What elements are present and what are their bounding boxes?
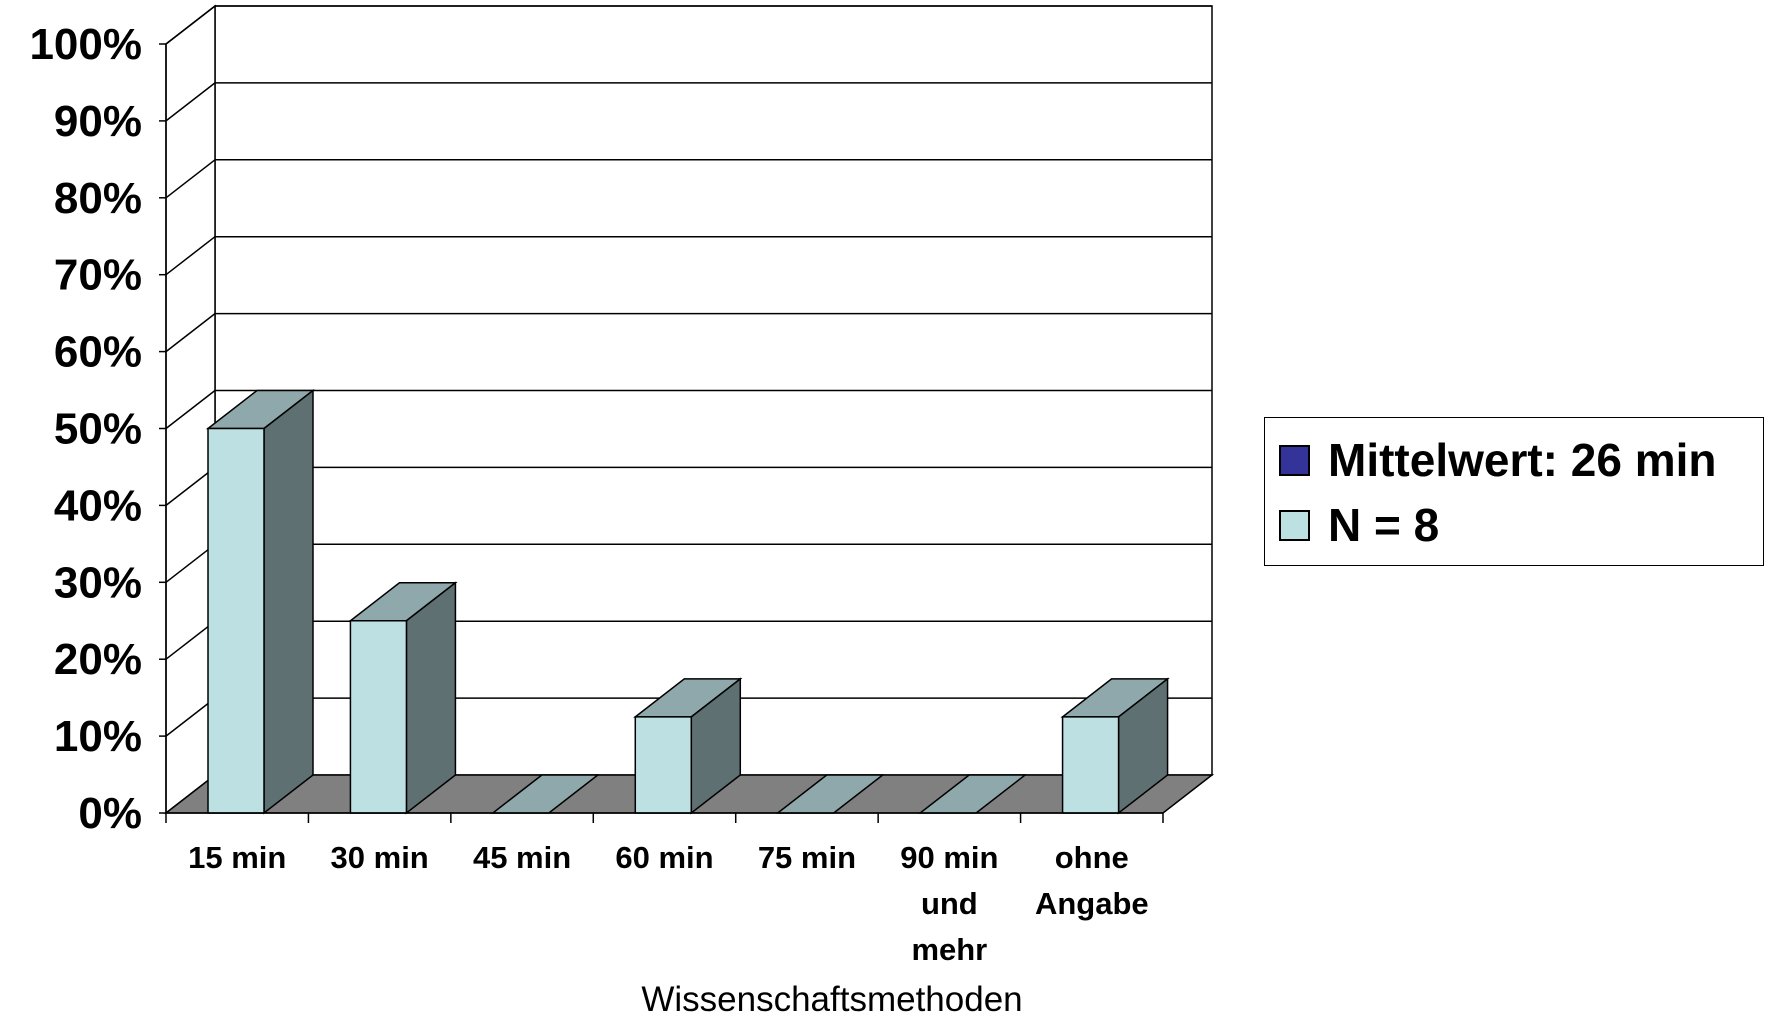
x-category-line: 15 min xyxy=(188,840,286,875)
y-tick-label: 80% xyxy=(54,174,142,223)
y-tick-label: 60% xyxy=(54,328,142,377)
gridline-side xyxy=(165,313,216,353)
y-tick-label: 100% xyxy=(29,20,142,69)
gridline-side xyxy=(165,82,216,122)
gridline-side xyxy=(165,236,216,276)
legend: Mittelwert: 26 min N = 8 xyxy=(1264,417,1764,566)
x-category-line: 60 min xyxy=(615,840,713,875)
bar-15-min xyxy=(205,388,316,815)
bar-front xyxy=(207,427,265,814)
gridline-side xyxy=(165,543,216,583)
x-category-labels: 15 min 30 min 45 min 60 min 75 min 90 min und m… xyxy=(188,840,1149,967)
y-tick-labels: 0% 10% 20% 30% 40% 50% 60% 70% 80% 90% 100% xyxy=(29,20,142,838)
x-category-label: 90 min und mehr xyxy=(900,840,998,967)
x-category-line: ohne xyxy=(1055,840,1129,875)
y-tick-label: 10% xyxy=(54,712,142,761)
bar-60-min xyxy=(633,677,743,815)
axes xyxy=(159,43,1164,823)
legend-swatch-n xyxy=(1279,509,1310,541)
y-tick-label: 0% xyxy=(78,789,142,838)
y-tick-label: 20% xyxy=(54,635,142,684)
x-category-line: mehr xyxy=(911,932,987,967)
x-category-line: 90 min xyxy=(900,840,998,875)
legend-label-n: N = 8 xyxy=(1328,499,1440,551)
x-category-label: 30 min xyxy=(331,840,429,875)
x-category-line: und xyxy=(921,886,978,921)
bar-30-min xyxy=(348,581,458,815)
legend-label-mean: Mittelwert: 26 min xyxy=(1328,434,1717,486)
y-tick-label: 90% xyxy=(54,97,142,146)
gridline-side xyxy=(165,697,216,737)
gridline-side xyxy=(165,5,216,45)
x-category-line: 30 min xyxy=(331,840,429,875)
bar-front xyxy=(1061,716,1120,814)
y-tick-label: 40% xyxy=(54,481,142,530)
y-tick-label: 70% xyxy=(54,251,142,300)
x-category-label: 15 min xyxy=(188,840,286,875)
bar-side xyxy=(405,581,457,815)
bar-ohne-angabe xyxy=(1060,677,1170,815)
x-category-line: 75 min xyxy=(758,840,856,875)
x-category-label: ohne Angabe xyxy=(1035,840,1149,921)
bar-front xyxy=(634,716,693,814)
gridline-side xyxy=(165,466,216,506)
x-axis-title: Wissenschaftsmethoden xyxy=(641,980,1022,1014)
y-tick-label: 50% xyxy=(54,405,142,454)
gridlines xyxy=(165,5,1212,737)
bar-front xyxy=(349,620,408,814)
y-tick-label: 30% xyxy=(54,558,142,607)
legend-swatch-mean xyxy=(1279,444,1310,476)
x-category-label: 75 min xyxy=(758,840,856,875)
legend-item-mean: Mittelwert: 26 min xyxy=(1279,434,1717,486)
bar-side xyxy=(263,388,314,815)
gridline-side xyxy=(165,159,216,199)
legend-item-n: N = 8 xyxy=(1279,499,1439,551)
x-category-label: 60 min xyxy=(615,840,713,875)
bars xyxy=(205,388,1170,815)
x-category-line: Angabe xyxy=(1035,886,1149,921)
gridline-side xyxy=(165,620,216,660)
gridline-side xyxy=(165,389,216,430)
x-category-label: 45 min xyxy=(473,840,571,875)
x-category-line: 45 min xyxy=(473,840,571,875)
